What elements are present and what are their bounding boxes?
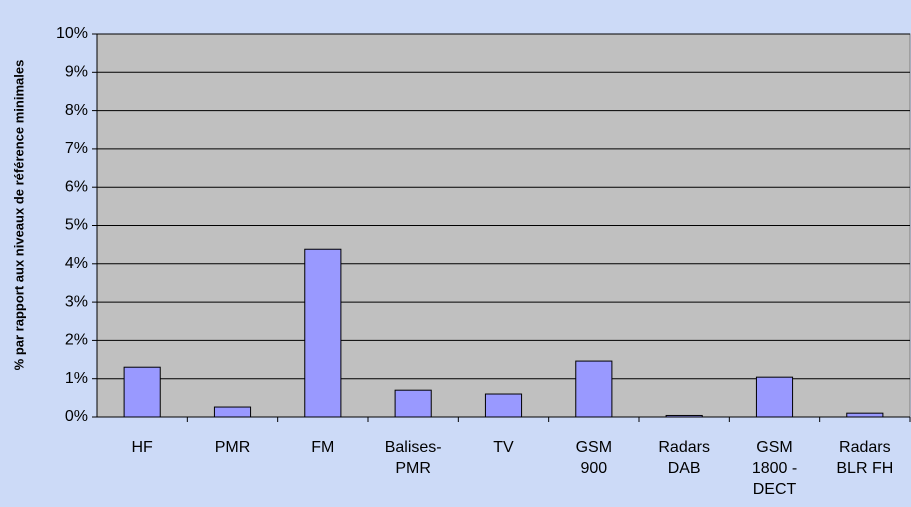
y-tick-label: 4%: [65, 255, 88, 272]
y-axis-label: % par rapport aux niveaux de référence m…: [11, 60, 26, 371]
y-tick-label: 6%: [65, 178, 88, 195]
bar: [213, 406, 252, 418]
x-tick-label: GSM 900: [575, 439, 613, 477]
x-tick-label: Radars DAB: [658, 439, 710, 477]
bar: [304, 248, 342, 418]
x-tick-label: TV: [493, 439, 514, 456]
y-tick-label: 8%: [65, 102, 88, 119]
y-tick-label: 2%: [65, 332, 88, 349]
bar: [484, 393, 523, 418]
y-tick-label: 1%: [65, 370, 88, 387]
bar: [394, 389, 432, 418]
x-tick-label: FM: [311, 439, 335, 456]
x-tick-label: Balises-PMR: [384, 439, 442, 477]
y-tick-label: 0%: [65, 408, 88, 425]
x-tick-label: PMR: [214, 439, 251, 456]
bar: [575, 360, 613, 418]
bar: [846, 412, 884, 418]
y-tick-label: 5%: [65, 217, 88, 234]
y-tick-label: 7%: [65, 140, 88, 157]
bar: [123, 366, 161, 418]
y-tick-label: 10%: [56, 25, 88, 42]
y-tick-label: 9%: [65, 64, 88, 81]
x-tick-label: HF: [131, 439, 153, 456]
y-tick-label: 3%: [65, 293, 88, 310]
bar: [755, 376, 794, 418]
x-tick-label: GSM 1800 - DECT: [751, 439, 798, 498]
x-tick-label: Radars BLR FH: [836, 439, 894, 477]
